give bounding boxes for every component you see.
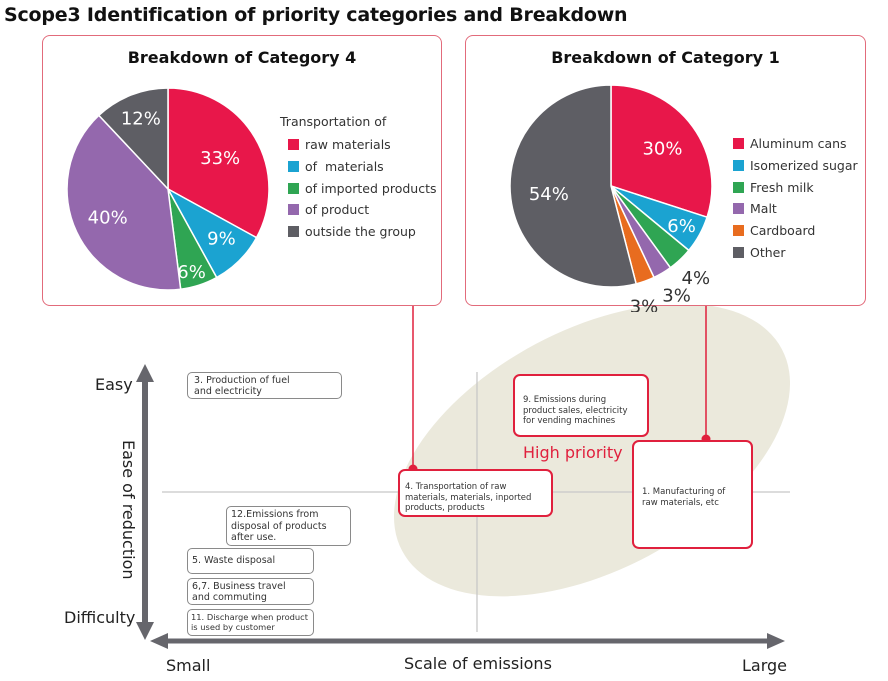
legend-swatch — [733, 225, 744, 237]
category-4-legend-item: raw materials — [288, 134, 436, 156]
pie-value-label: 9% — [207, 228, 236, 249]
category-6-7-box: 6,7. Business travel and commuting — [187, 578, 314, 605]
pie-value-label: 40% — [88, 207, 128, 228]
category-12-text: 12.Emissions from disposal of products a… — [231, 509, 327, 543]
legend-swatch — [288, 139, 299, 151]
category-1-title: Breakdown of Category 1 — [551, 48, 780, 67]
legend-label: of materials — [305, 159, 384, 175]
pie-value-label: 6% — [667, 216, 696, 237]
pie-slice — [509, 84, 638, 288]
category-9-text: 9. Emissions during product sales, elect… — [523, 395, 628, 426]
x-axis-right-label: Large — [742, 656, 788, 675]
legend-label: outside the group — [305, 224, 416, 240]
category-1-legend: Aluminum cans Isomerized sugar Fresh milk M… — [733, 133, 858, 263]
legend-swatch — [733, 203, 744, 215]
page-title: Scope3 Identification of priority catego… — [4, 4, 628, 26]
y-axis-bottom-label: Difficulty — [64, 608, 136, 627]
category-3-text: 3. Production of fuel and electricity — [194, 375, 290, 397]
legend-label: Malt — [750, 201, 777, 217]
category-5-box: 5. Waste disposal — [187, 548, 314, 574]
legend-label: of product — [305, 202, 370, 218]
category-1-legend-item: Isomerized sugar — [733, 155, 858, 177]
category-3-box: 3. Production of fuel and electricity — [187, 372, 342, 399]
category-11-text: 11. Discharge when product is used by cu… — [191, 612, 308, 632]
legend-swatch — [733, 138, 744, 150]
category-11-box: 11. Discharge when product is used by cu… — [187, 609, 314, 636]
y-axis-title: Ease of reduction — [119, 440, 138, 580]
category-4-pie: 33% 9%6% 40% 12% — [66, 87, 270, 291]
legend-swatch — [733, 246, 744, 258]
x-axis-title: Scale of emissions — [404, 654, 552, 673]
y-axis-arrow — [136, 364, 154, 640]
legend-label: Aluminum cans — [750, 136, 847, 152]
pie-value-label: 12% — [121, 108, 161, 129]
category-4-panel: Breakdown of Category 4 33% 9% 6% 40% 12% Tr… — [42, 35, 442, 306]
category-1-legend-item: Cardboard — [733, 220, 858, 242]
pie-value-label: 30% — [642, 139, 682, 160]
pie-slice — [167, 87, 270, 239]
category-4-box: 4. Transportation of raw materials, mate… — [398, 469, 553, 517]
category-9-box: 9. Emissions during product sales, elect… — [513, 374, 649, 437]
legend-swatch — [733, 160, 744, 172]
legend-label: Other — [750, 244, 786, 260]
y-axis-top-label: Easy — [95, 375, 133, 394]
category-1-legend-item: Other — [733, 241, 858, 263]
legend-swatch — [733, 181, 744, 193]
legend-label: Cardboard — [750, 223, 816, 239]
pie-value-label: 4% — [682, 268, 711, 289]
x-axis-left-label: Small — [166, 656, 211, 675]
category-1-text: 1. Manufacturing of raw materials, etc — [642, 487, 726, 508]
category-1-legend-item: Malt — [733, 198, 858, 220]
category-1-legend-item: Aluminum cans — [733, 133, 858, 155]
pie-slice — [66, 114, 182, 291]
high-priority-label: High priority — [523, 443, 623, 462]
pie-slice — [610, 84, 713, 219]
pie-slice — [97, 87, 169, 191]
legend-heading: Transportation of — [280, 114, 387, 129]
connector-category-4 — [408, 306, 418, 474]
category-1-pie: 30%6%4%3%3%54% — [509, 84, 713, 312]
category-4-text: 4. Transportation of raw materials, mate… — [405, 482, 532, 513]
legend-label: of imported products — [305, 180, 437, 196]
legend-swatch — [288, 226, 299, 238]
category-4-legend-item: of materials — [288, 156, 436, 178]
legend-swatch — [288, 161, 299, 173]
x-axis-arrow — [150, 633, 785, 649]
category-12-box: 12.Emissions from disposal of products a… — [226, 506, 351, 546]
category-4-legend-item: of imported products — [288, 177, 436, 199]
legend-swatch — [288, 204, 299, 216]
pie-value-label: 3% — [662, 285, 691, 306]
legend-label: raw materials — [305, 137, 391, 153]
category-1-box: 1. Manufacturing of raw materials, etc — [632, 440, 753, 549]
pie-value-label: 6% — [177, 262, 206, 283]
pie-value-label: 54% — [529, 184, 569, 205]
category-5-text: 5. Waste disposal — [192, 555, 276, 566]
legend-label: Isomerized sugar — [750, 158, 858, 174]
category-4-legend-item: of product — [288, 199, 436, 221]
category-1-panel: Breakdown of Category 1 30% 6% 4% 3% 3% 54% A… — [465, 35, 866, 312]
category-4-legend: Transportation of raw materials of materi… — [280, 114, 436, 242]
category-4-title: Breakdown of Category 4 — [127, 48, 357, 67]
category-6-7-text: 6,7. Business travel and commuting — [192, 581, 286, 603]
legend-swatch — [288, 182, 299, 194]
category-1-legend-item: Fresh milk — [733, 176, 858, 198]
legend-label: Fresh milk — [750, 179, 814, 195]
category-4-legend-item: outside the group — [288, 221, 436, 243]
pie-value-label: 33% — [200, 148, 240, 169]
pie-value-label: 3% — [630, 296, 659, 312]
